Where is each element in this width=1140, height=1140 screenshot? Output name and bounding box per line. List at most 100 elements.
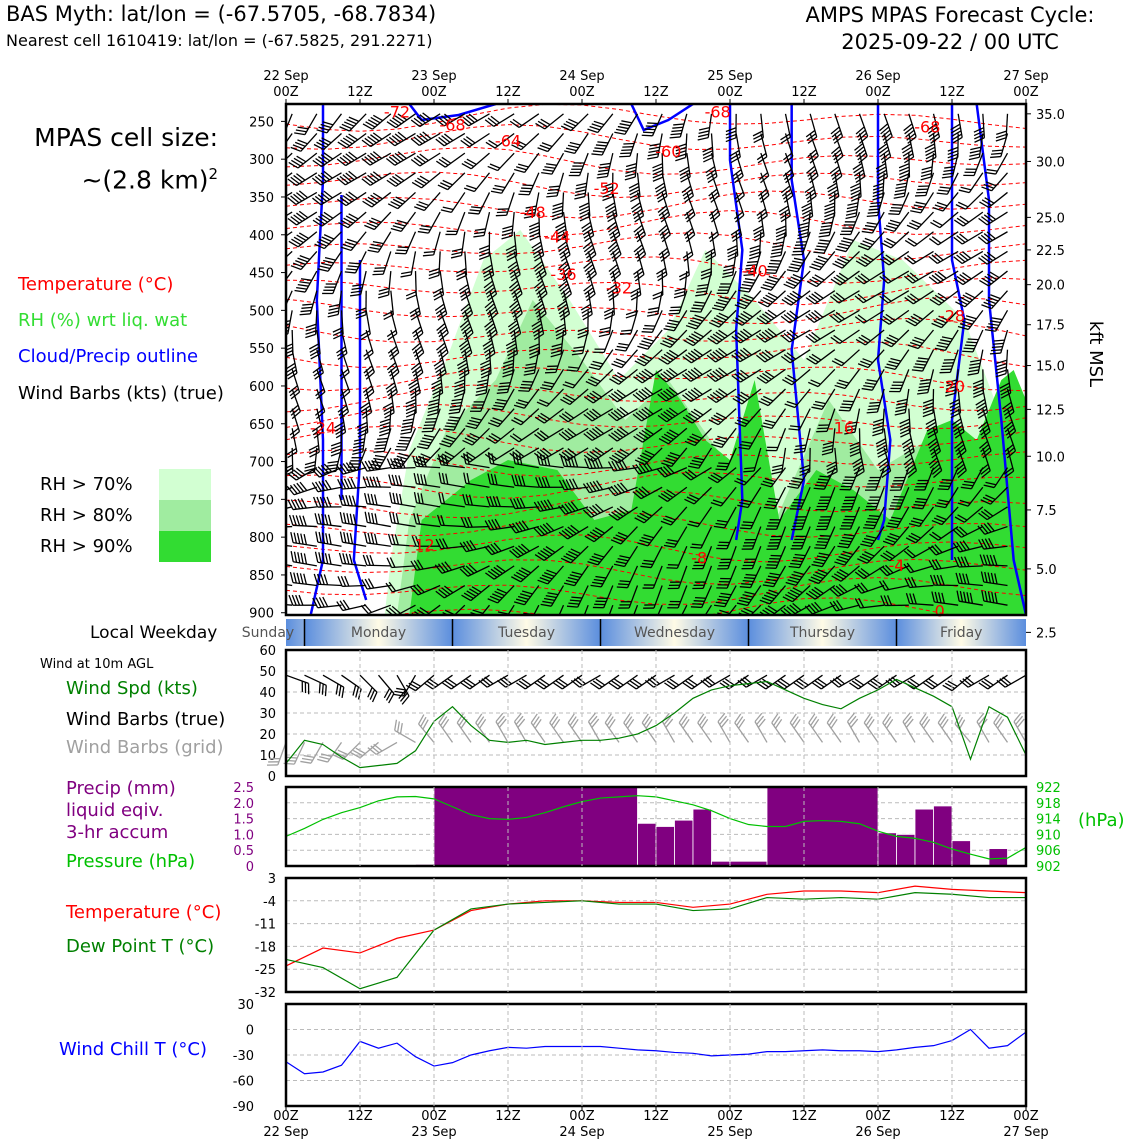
pressure-tick-label: 700 [249,456,274,471]
barb-feather [267,287,277,290]
barb-feather [383,405,394,412]
barb-feather [366,222,377,228]
barb-staff [467,565,490,577]
barb-feather [318,552,322,563]
barb-feather [462,352,473,361]
barb-feather [513,498,519,509]
barb-feather [993,339,1005,342]
temperature-label: -36 [550,265,576,284]
barb-feather [888,213,900,216]
barb-feather [469,588,479,595]
pressure-tick-label: 600 [249,380,274,395]
barb-feather [385,609,394,615]
wind-barb [435,584,466,599]
wind-barb [286,544,293,547]
cloud-outline [876,104,892,541]
barb-staff [441,502,465,508]
barb-feather [394,690,406,694]
barb-staff [390,369,398,393]
barb-feather [459,542,467,552]
barb-feather [297,257,308,263]
wind-barb [438,472,465,488]
wind-barb [505,329,519,360]
barb-feather [339,411,349,420]
barb-feather [391,135,402,143]
wind-barb [387,191,416,210]
barb-feather [269,177,278,183]
barb-feather [371,459,378,470]
barb-feather [489,312,499,321]
barb-staff [345,172,367,186]
barb-feather [438,349,448,357]
barb-feather [410,310,420,318]
barb-feather [361,139,372,148]
barb-feather [287,372,298,380]
wind-barb-true [304,674,327,697]
pressure-tick-label: 400 [249,229,274,244]
barb-staff [316,329,321,354]
barb-feather [275,594,278,604]
wind-barb [386,349,400,380]
barb-staff [293,486,318,496]
barb-staff [410,251,417,276]
barb-feather [352,514,357,526]
barb-staff [494,132,515,149]
barb-feather [293,157,304,165]
wind-barb [502,349,515,378]
barb-feather [397,151,407,159]
wind-barb [459,310,474,341]
barb-staff [488,251,495,276]
barb-staff [362,428,367,453]
barb-feather [361,461,368,472]
barb-feather [488,139,499,147]
barb-feather [280,554,282,565]
barb-feather [511,332,522,341]
barb-feather [367,135,377,144]
wind-barb [312,496,342,508]
wind-barb [286,231,293,237]
barb-staff [514,506,539,510]
barb-feather [322,121,334,126]
barb-feather [399,439,410,442]
wind-barb [315,369,326,400]
barb-feather [464,332,474,341]
pressure-tick-label: 300 [249,153,274,168]
barb-staff [464,270,471,295]
barb-feather [323,496,329,508]
wind-barb [531,231,545,262]
barb-feather [480,366,491,372]
barb-staff [485,369,491,394]
wind-barb [411,535,441,547]
barb-feather [275,254,285,259]
wind-barb [299,290,318,316]
barb-feather [339,156,349,165]
barb-staff [371,191,392,208]
barb-feather [371,243,382,248]
barb-feather [454,379,465,385]
time-tick-top-date: 26 Sep [855,69,900,84]
barb-feather [314,467,324,477]
barb-staff [327,251,343,272]
wind-barb [484,113,515,127]
barb-feather [320,123,332,129]
barb-feather [536,270,546,279]
cloud-outline [630,104,694,132]
barb-staff [292,506,317,511]
barb-feather [442,179,453,186]
barb-feather [534,303,544,312]
barb-feather [396,721,400,733]
barb-feather [340,139,350,147]
barb-feather [517,163,529,168]
barb-feather [644,324,656,327]
wind-barb [458,270,471,301]
barb-staff [296,172,318,187]
barb-staff [528,172,540,196]
wind-barb [311,463,342,478]
barb-feather [390,463,402,468]
barb-feather [294,141,306,147]
wind-barb [410,131,441,147]
barb-feather [963,347,975,350]
wind-barb [387,329,400,361]
wind-barb [363,349,375,380]
barb-feather [509,435,520,443]
